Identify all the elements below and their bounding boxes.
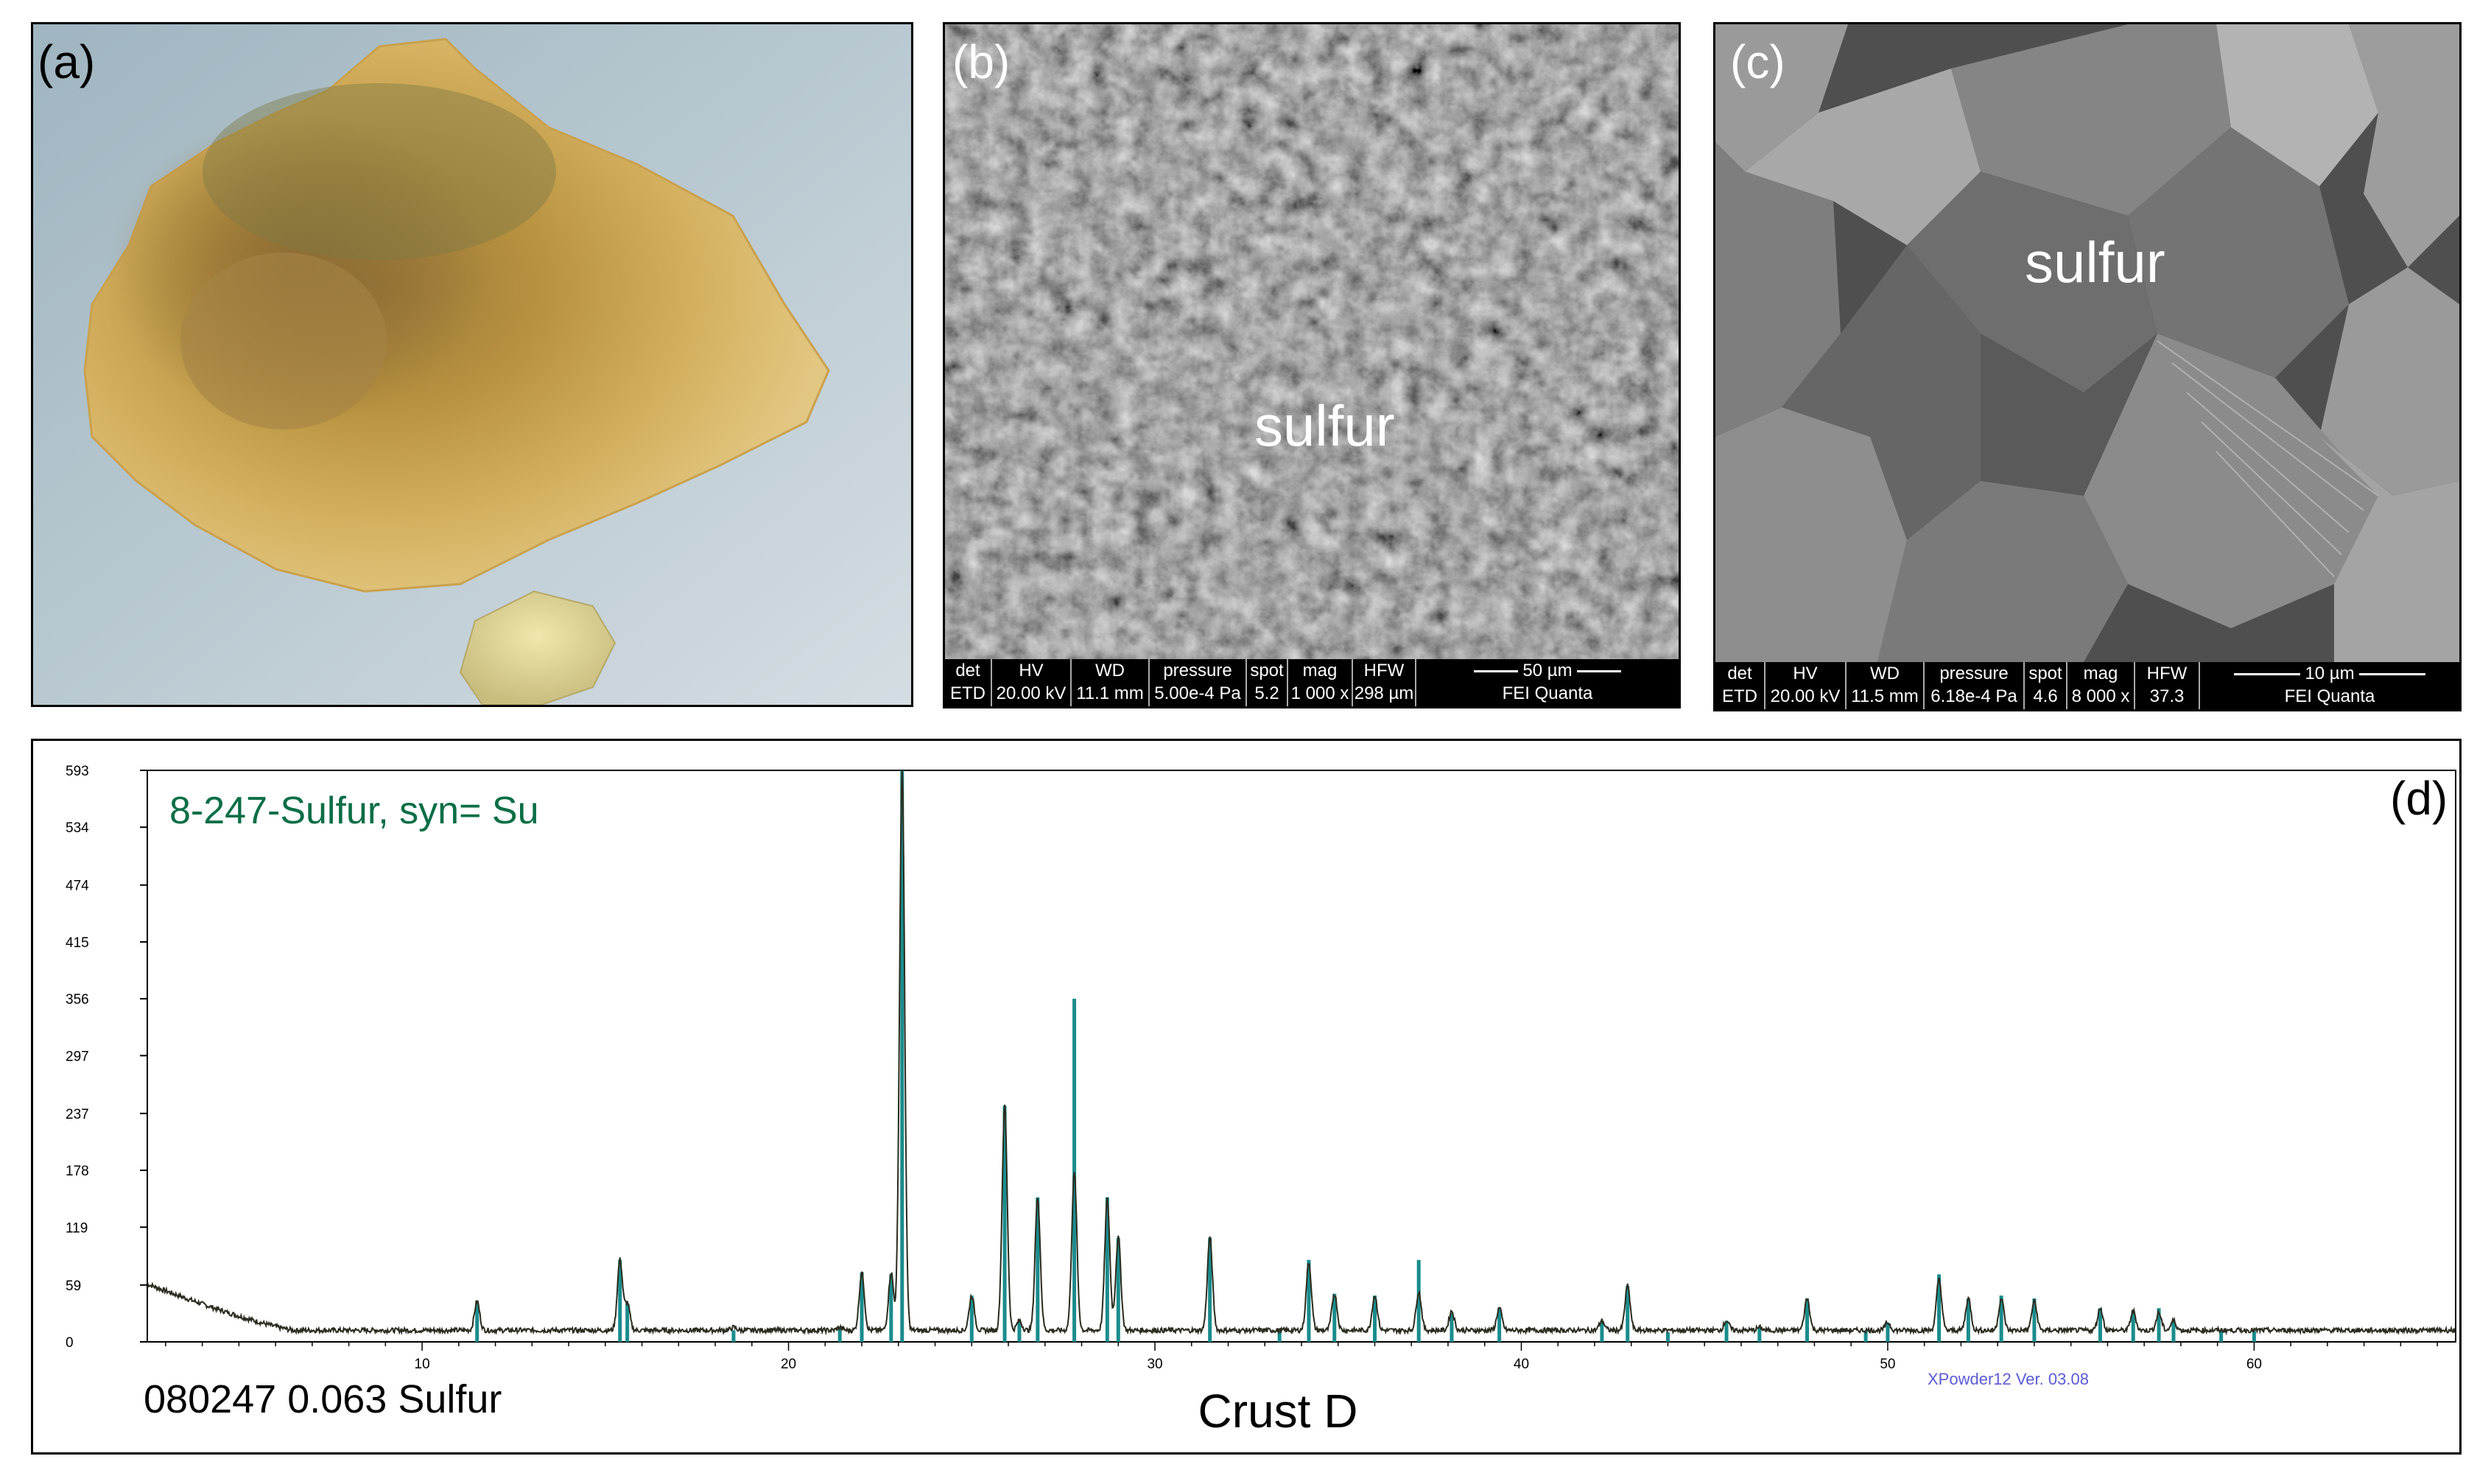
sem-texture-b [945, 24, 1679, 659]
sample-text: 080247 0.063 Sulfur [144, 1377, 502, 1421]
sem-c-pressure: pressure 6.18e-4 Pa [1923, 662, 2023, 709]
panel-a-label: (a) [38, 35, 96, 88]
crust-photo-illustration [33, 24, 911, 705]
x-axis-label: Crust D [1198, 1385, 1358, 1438]
panel-c-sem-databar: det ETD HV 20.00 kV WD 11.5 mm pressure 6.18… [1715, 662, 2459, 709]
y-tick-label: 59 [66, 1279, 81, 1294]
sem-b-scale: 50 µm FEI Quanta [1415, 659, 1679, 706]
panel-c-sem-image: (c) sulfur det ETD HV 20.00 kV WD 11.5 mm p… [1713, 22, 2462, 711]
reference-sticks [475, 770, 2256, 1342]
y-tick-label: 534 [66, 820, 89, 836]
sem-b-pressure: pressure 5.00e-4 Pa [1148, 659, 1246, 706]
sem-b-hfw: HFW 298 µm [1352, 659, 1415, 706]
x-tick-label: 30 [1147, 1357, 1162, 1372]
sem-c-wd: WD 11.5 mm [1845, 662, 1923, 709]
panel-d-xrd-chart: 0 59 119 178 237 297 356 415 474 534 593 10 20 30 40 5… [31, 739, 2462, 1455]
y-tick-label: 237 [66, 1107, 89, 1122]
x-tick-label: 40 [1514, 1357, 1529, 1372]
y-tick-label: 356 [66, 992, 89, 1007]
panel-b-sulfur-label: sulfur [1254, 393, 1395, 458]
y-tick-label: 0 [66, 1335, 74, 1351]
y-tick-label: 415 [66, 935, 89, 951]
sem-b-det: det ETD [950, 661, 985, 703]
x-tick-label: 60 [2246, 1357, 2262, 1372]
sem-c-mag: mag 8 000 x [2066, 662, 2134, 709]
panel-c-label: (c) [1730, 35, 1785, 88]
y-tick-label: 297 [66, 1049, 89, 1064]
xrd-plot: 0 59 119 178 237 297 356 415 474 534 593 10 20 30 40 5… [66, 764, 2456, 1438]
x-tick-label: 20 [781, 1357, 796, 1372]
y-axis: 0 59 119 178 237 297 356 415 474 534 593 [66, 764, 147, 1351]
diffraction-pattern-line [147, 770, 2456, 1336]
sem-c-spot: spot 4.6 [2023, 662, 2066, 709]
x-tick-label: 10 [415, 1357, 430, 1372]
panel-a-photo: (a) [31, 22, 913, 707]
software-version: XPowder12 Ver. 03.08 [1928, 1370, 2089, 1388]
panel-b-sem-image: (b) sulfur det ETD HV 20.00 kV WD 11.1 mm p… [943, 22, 1681, 708]
panel-c-sulfur-label: sulfur [2025, 230, 2165, 295]
sem-c-hv: HV 20.00 kV [1764, 662, 1845, 709]
sem-b-hv: HV 20.00 kV [991, 659, 1070, 706]
panel-d-label: (d) [2390, 772, 2448, 825]
x-tick-label: 50 [1880, 1357, 1895, 1372]
sem-b-mag: mag 1 000 x [1287, 659, 1352, 706]
sem-b-wd: WD 11.1 mm [1070, 659, 1148, 706]
plot-area-frame [147, 770, 2456, 1343]
chart-title: 8-247-Sulfur, syn= Su [169, 790, 539, 832]
x-axis: 10 20 30 40 50 60 [165, 1342, 2438, 1372]
panel-b-sem-databar: det ETD HV 20.00 kV WD 11.1 mm pressure 5.00… [945, 659, 1679, 706]
panel-b-label: (b) [952, 35, 1011, 88]
y-tick-label: 474 [66, 879, 89, 894]
sem-c-scale: 10 µm FEI Quanta [2199, 662, 2459, 709]
sem-texture-c [1715, 24, 2459, 662]
sem-b-spot: spot 5.2 [1246, 659, 1287, 706]
y-tick-label: 593 [66, 764, 89, 779]
y-tick-label: 178 [66, 1164, 89, 1179]
sem-c-det: det ETD [1722, 664, 1757, 706]
y-tick-label: 119 [66, 1220, 88, 1236]
